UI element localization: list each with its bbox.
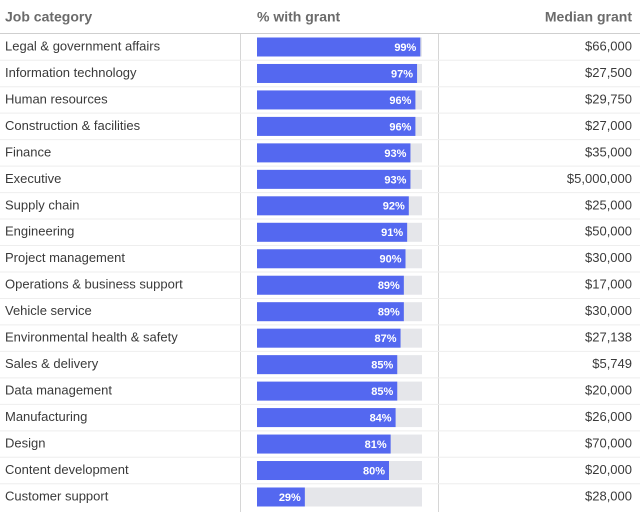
median-grant: $20,000 [585,462,632,477]
median-grant: $29,750 [585,91,632,106]
category-label: Operations & business support [5,277,183,292]
category-label: Data management [5,383,112,398]
bar [257,37,421,57]
bar [257,355,398,375]
bar [257,63,418,83]
median-grant: $70,000 [585,435,632,450]
value-label: 29% [279,492,301,504]
bar [257,302,404,322]
value-label: 85% [371,386,393,398]
median-grant: $27,000 [585,118,632,133]
value-label: 81% [365,439,387,451]
median-grant: $66,000 [585,38,632,53]
category-label: Human resources [5,91,108,106]
column-header: Median grant [545,9,632,25]
bar [257,275,404,295]
value-label: 84% [370,412,392,424]
median-grant: $35,000 [585,144,632,159]
median-grant: $25,000 [585,197,632,212]
category-label: Project management [5,250,125,265]
value-label: 80% [363,465,385,477]
value-label: 85% [371,360,393,372]
median-grant: $50,000 [585,224,632,239]
bar [257,487,305,507]
bar [257,434,391,454]
bar [257,249,406,269]
bar [257,143,411,163]
category-label: Environmental health & safety [5,330,178,345]
category-label: Customer support [5,488,109,503]
bar [257,169,411,189]
category-label: Sales & delivery [5,356,99,371]
category-label: Engineering [5,224,74,239]
value-label: 97% [391,68,413,80]
bar [257,408,396,428]
value-label: 96% [389,95,411,107]
category-label: Construction & facilities [5,118,141,133]
category-label: Finance [5,144,51,159]
bar [257,196,409,216]
category-label: Manufacturing [5,409,87,424]
median-grant: $30,000 [585,303,632,318]
bar [257,90,416,110]
bar [257,116,416,136]
median-grant: $27,500 [585,65,632,80]
category-label: Content development [5,462,129,477]
median-grant: $27,138 [585,330,632,345]
median-grant: $30,000 [585,250,632,265]
column-header: Job category [5,9,92,25]
median-grant: $28,000 [585,488,632,503]
value-label: 90% [379,254,401,266]
value-label: 93% [384,174,406,186]
value-label: 91% [381,227,403,239]
category-label: Legal & government affairs [5,38,161,53]
bar [257,328,401,348]
value-label: 89% [378,280,400,292]
value-label: 99% [394,42,416,54]
value-label: 87% [375,333,397,345]
bar [257,381,398,401]
value-label: 89% [378,307,400,319]
median-grant: $5,749 [592,356,632,371]
category-label: Design [5,435,45,450]
median-grant: $20,000 [585,383,632,398]
column-header: % with grant [257,9,341,25]
median-grant: $5,000,000 [567,171,632,186]
value-label: 96% [389,121,411,133]
median-grant: $17,000 [585,277,632,292]
value-label: 93% [384,148,406,160]
bar [257,461,389,481]
category-label: Information technology [5,65,137,80]
category-label: Vehicle service [5,303,92,318]
category-label: Executive [5,171,61,186]
category-label: Supply chain [5,197,79,212]
median-grant: $26,000 [585,409,632,424]
bar [257,222,408,242]
value-label: 92% [383,201,405,213]
